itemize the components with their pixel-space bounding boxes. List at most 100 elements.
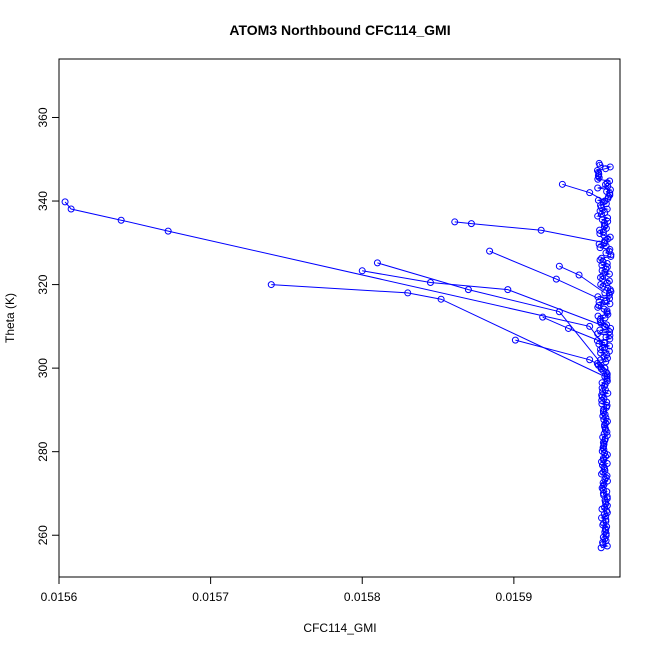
data-point [603,507,611,515]
data-point [486,247,494,255]
data-point [605,277,613,285]
data-point [598,461,606,469]
y-tick-label: 280 [36,441,50,461]
points-layer [61,159,615,552]
data-point [606,295,614,303]
data-point [605,347,613,355]
data-point [601,323,609,331]
data-point [267,281,275,289]
data-point [594,175,602,183]
data-point [599,275,607,283]
data-point [426,278,434,286]
data-point [599,198,607,206]
data-point [607,251,615,259]
data-point [599,468,607,476]
data-point [599,486,607,494]
data-point [558,180,566,188]
data-point [598,266,606,274]
series-line [64,201,606,348]
data-point [451,218,459,226]
series-line [362,270,605,327]
series-line [454,221,605,244]
x-tick-label: 0.0158 [344,590,381,604]
data-point [603,354,611,362]
data-point [606,245,614,253]
data-point [555,262,563,270]
series-line [377,262,606,369]
series-layer [64,163,613,549]
data-point [437,295,445,303]
series-line [542,316,605,344]
data-point [606,163,614,171]
data-point [595,302,603,310]
data-point [586,356,594,364]
y-tick-label: 340 [36,191,50,211]
data-point [600,305,608,313]
y-tick-label: 260 [36,525,50,545]
data-point [164,227,172,235]
series-line [515,339,606,369]
data-point [599,272,607,280]
data-point [599,454,607,462]
data-point [464,286,472,294]
data-point [606,177,614,185]
data-point [596,356,604,364]
data-point [564,324,572,332]
data-point [598,396,606,404]
data-point [598,254,606,262]
y-tick-label: 360 [36,107,50,127]
data-point [599,479,607,487]
data-point [594,168,602,176]
series-line [562,183,606,202]
data-point [596,326,604,334]
series-line [271,284,606,377]
data-point [603,259,611,267]
data-point [596,226,604,234]
data-point [599,412,607,420]
data-point [555,308,563,316]
data-point [552,275,560,283]
data-point [602,530,610,538]
x-tick-label: 0.0157 [192,590,229,604]
series-line [489,250,606,302]
data-point [595,159,603,167]
data-point [603,542,611,550]
data-point [595,298,603,306]
data-point [599,538,607,546]
chart-title: ATOM3 Northbound CFC114_GMI [229,22,450,38]
data-point [604,284,612,292]
data-point [595,240,603,248]
data-point [67,205,75,213]
data-point [117,216,125,224]
data-point [602,419,610,427]
data-point [602,242,610,250]
data-point [606,233,614,241]
data-point [537,226,545,234]
data-point [604,214,612,222]
data-point [602,453,610,461]
data-point [599,433,607,441]
data-point [603,488,611,496]
data-point [594,196,602,204]
data-point [594,330,602,338]
x-axis: 0.0156 0.0157 0.0158 0.0159 [41,576,533,604]
y-axis-label: Theta (K) [3,293,17,343]
data-point [599,367,607,375]
series-line [559,265,606,294]
data-point [594,184,602,192]
data-point [596,244,604,252]
y-tick-label: 320 [36,274,50,294]
data-point [511,336,519,344]
x-tick-label: 0.0156 [41,590,78,604]
data-point [602,180,610,188]
data-point [601,475,609,483]
data-point [606,328,614,336]
data-point [586,189,594,197]
data-point [598,391,606,399]
data-point [605,270,613,278]
data-point [603,493,611,501]
data-point [597,210,605,218]
data-point [358,267,366,275]
